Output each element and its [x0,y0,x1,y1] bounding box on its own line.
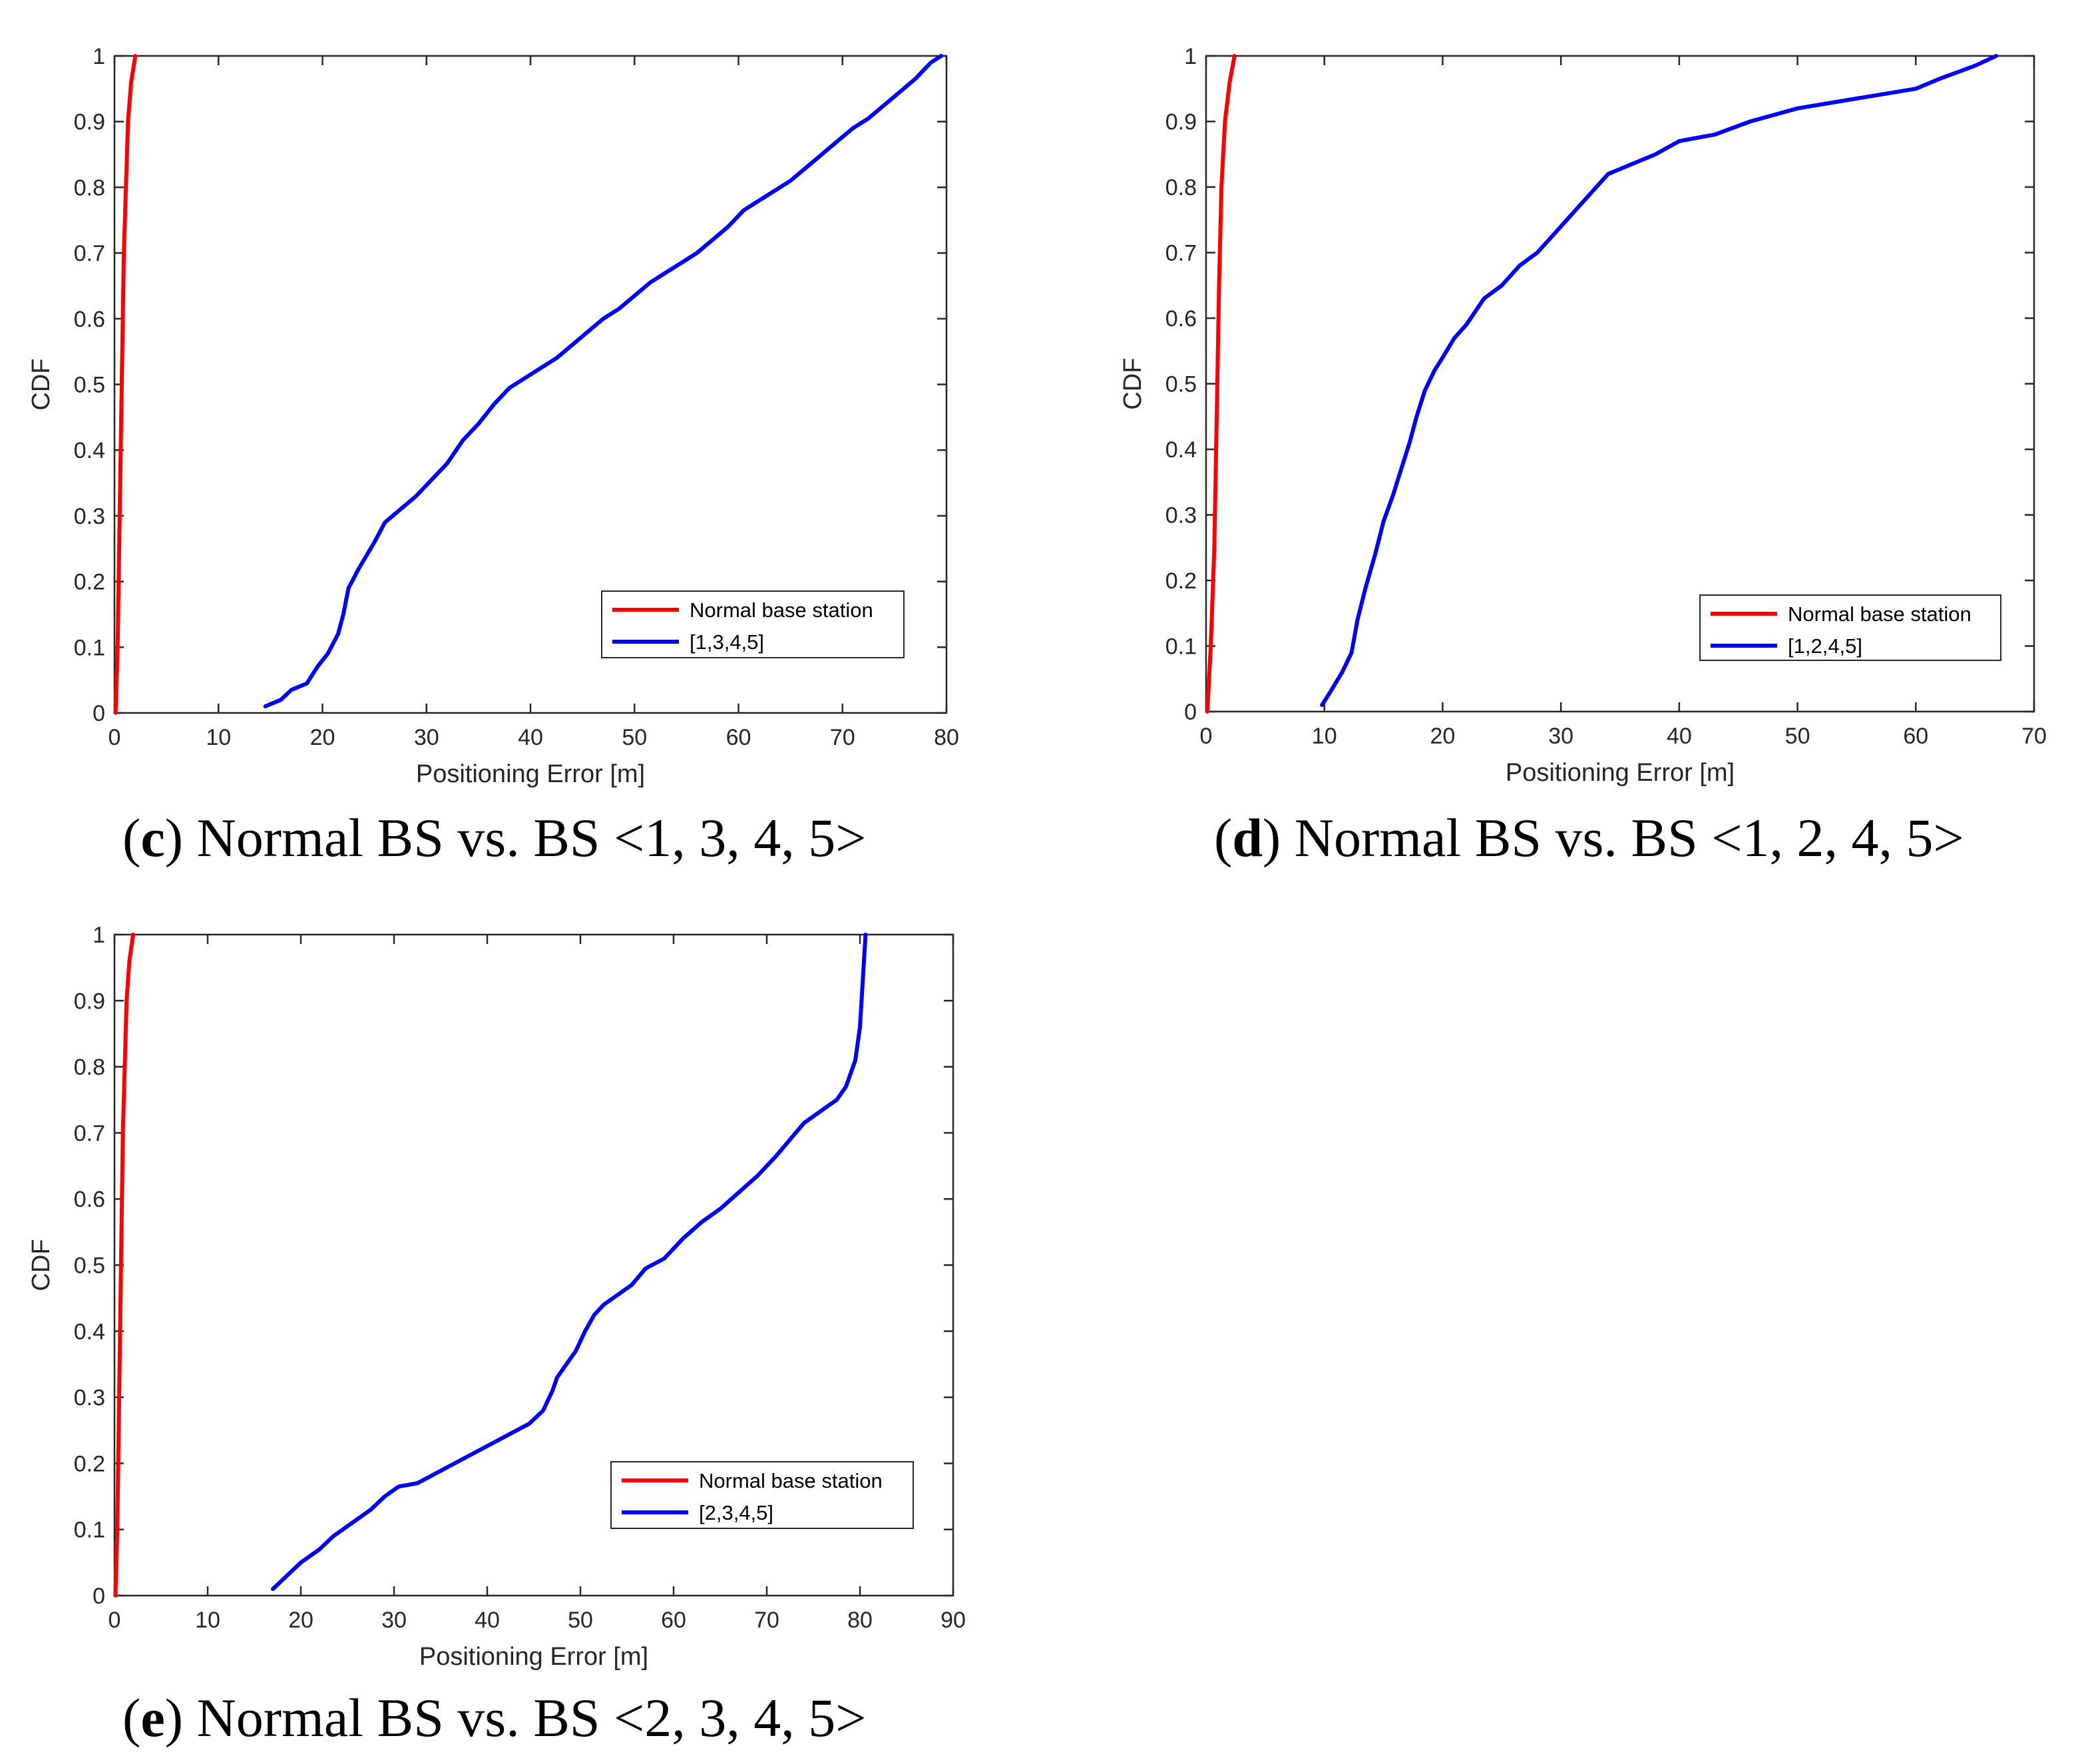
plot-c-xtick-label: 80 [934,725,959,750]
plot-c-legend-label-normal: Normal base station [690,598,873,622]
plot-d-xtick-label: 20 [1430,724,1456,749]
plot-c-ytick-label: 0.2 [74,570,105,595]
plot-d-legend-label-bs: [1,2,4,5] [1788,634,1862,658]
plot-c-ytick-label: 0.8 [74,175,105,200]
plot-c-xtick-label: 50 [622,725,647,750]
plot-e-ytick-label: 0.8 [74,1055,105,1080]
plot-c-xtick-label: 30 [414,725,439,750]
plot-e-legend-label-bs: [2,3,4,5] [699,1501,773,1524]
caption-d-text: ) Normal BS vs. BS <1, 2, 4, 5> [1262,807,1964,868]
plot-d-legend-label-normal: Normal base station [1788,602,1972,626]
plot-c-xtick-label: 10 [206,725,231,750]
plot-d-ytick-label: 0.6 [1165,306,1197,331]
plot-d-ytick-label: 1 [1184,44,1197,69]
plot-d-ytick-label: 0.1 [1165,634,1197,660]
plot-d-xtick-label: 50 [1785,724,1810,749]
plot-d-ytick-label: 0.9 [1165,110,1197,135]
caption-e-open: ( [122,1687,141,1748]
plot-d-ylabel: CDF [1119,357,1147,409]
plot-e-xtick-label: 30 [381,1608,407,1633]
caption-c-letter: c [140,807,165,868]
plot-e-ytick-label: 0.2 [74,1451,105,1476]
plot-e-xtick-label: 10 [195,1608,220,1633]
plot-c-ytick-label: 0.4 [74,438,105,463]
plot-e-series-normal-line [113,933,135,1598]
plot-e-xtick-label: 60 [661,1608,686,1633]
caption-c: (c) Normal BS vs. BS <1, 3, 4, 5> [122,811,867,865]
plot-c-ytick-label: 0.3 [74,504,105,529]
plot-e-series-bs-line [271,933,868,1592]
plot-e-xtick-label: 80 [847,1608,873,1633]
caption-e-text: ) Normal BS vs. BS <2, 3, 4, 5> [164,1687,867,1748]
plot-d-legend-box [1699,594,2001,661]
plot-c-xtick-label: 70 [830,725,855,750]
plot-d-xlabel: Positioning Error [m] [1506,759,1735,787]
plot-e-xtick-label: 20 [288,1608,313,1633]
plot-e-xtick-label: 50 [568,1608,593,1633]
plot-d-series-normal-line [1205,54,1237,714]
plot-e-ytick-label: 0.6 [74,1187,105,1212]
plot-d-xtick-label: 70 [2021,724,2047,749]
caption-d: (d) Normal BS vs. BS <1, 2, 4, 5> [1214,811,1964,865]
plot-d-ytick-label: 0.5 [1165,372,1197,397]
plot-c-xtick-label: 0 [108,725,121,750]
plot-e-ytick-label: 0.7 [74,1121,105,1146]
plot-c-ylabel: CDF [27,358,55,410]
caption-d-open: ( [1214,807,1233,868]
plot-c-legend-box [601,590,905,658]
plot-d-xtick-label: 0 [1200,724,1213,749]
plot-d-ytick-label: 0 [1184,700,1197,725]
plot-d-xtick-label: 60 [1903,724,1928,749]
plot-e-xlabel: Positioning Error [m] [419,1643,648,1671]
plot-e-ytick-label: 0.3 [74,1385,105,1411]
plot-e-ytick-label: 0.5 [74,1253,105,1279]
plot-e-xtick-label: 90 [940,1608,966,1633]
plot-c-xtick-label: 60 [726,725,751,750]
caption-c-open: ( [122,807,141,868]
plot-c-ytick-label: 0.5 [74,373,105,398]
plot-e-ytick-label: 0.9 [74,989,105,1014]
plot-d-ytick-label: 0.2 [1165,568,1197,594]
plot-e-xtick-label: 0 [108,1608,121,1633]
plot-e-legend-box [610,1461,914,1529]
plot-c-xtick-label: 40 [518,725,543,750]
caption-d-letter: d [1232,807,1263,868]
plot-c-xtick-label: 20 [310,725,335,750]
plot-c-ytick-label: 0.9 [74,110,105,135]
plot-c-legend-label-bs: [1,3,4,5] [690,630,764,654]
caption-c-text: ) Normal BS vs. BS <1, 3, 4, 5> [164,807,867,868]
plot-c-ytick-label: 0.1 [74,635,105,660]
plot-d-series-bs-line [1320,54,1999,708]
caption-e: (e) Normal BS vs. BS <2, 3, 4, 5> [122,1691,867,1745]
plot-e-ylabel: CDF [27,1239,55,1291]
plot-c-series-normal-line [113,54,138,715]
plot-e-xtick-label: 70 [754,1608,779,1633]
plot-c-ytick-label: 1 [93,44,105,69]
plot-e-legend-label-normal: Normal base station [699,1469,883,1492]
plot-d-xtick-label: 10 [1312,724,1337,749]
plot-c-ytick-label: 0.7 [74,241,105,266]
plot-c-series-bs-line [263,54,944,709]
plot-e-ytick-label: 1 [93,923,105,948]
plot-d-ytick-label: 0.8 [1165,175,1197,200]
plot-d-ytick-label: 0.7 [1165,241,1197,266]
plot-e-ytick-label: 0.1 [74,1518,105,1543]
plot-c-ytick-label: 0 [93,701,105,726]
plot-e-ytick-label: 0 [93,1584,105,1609]
plot-c-xlabel: Positioning Error [m] [416,760,645,788]
plot-d-xtick-label: 40 [1667,724,1692,749]
plot-d-xtick-label: 30 [1548,724,1573,749]
plot-e-ytick-label: 0.4 [74,1319,105,1345]
plot-c-ytick-label: 0.6 [74,307,105,332]
caption-e-letter: e [140,1687,165,1748]
plot-e-xtick-label: 40 [475,1608,500,1633]
plot-d-ytick-label: 0.4 [1165,437,1197,463]
plot-d-ytick-label: 0.3 [1165,503,1197,529]
